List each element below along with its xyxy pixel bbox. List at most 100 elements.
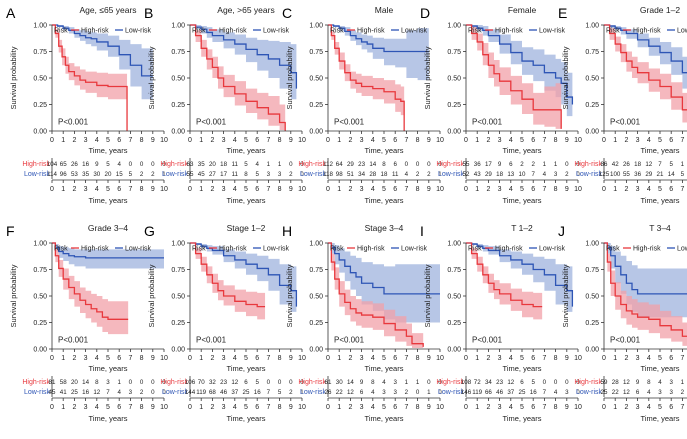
risk-table-row-label-low: Low-risk	[300, 171, 327, 178]
panel-letter: J	[558, 223, 565, 239]
y-tick-label: 0.75	[585, 49, 599, 56]
x-tick-label: 5	[658, 355, 662, 362]
km-panel-H: H Stage 3–40.000.250.500.751.000 1 2 3 4 5 6 7 8 9…	[282, 223, 444, 423]
risk-count-high: 6	[520, 379, 524, 386]
risk-count-high: 0	[438, 161, 442, 168]
risk-count-high: 4	[117, 161, 121, 168]
panel-title: Age, >65 years	[217, 5, 274, 15]
x-tick-label: 1	[199, 355, 203, 362]
km-curve-low-risk	[52, 24, 153, 77]
legend-label-high-risk: High-risk	[633, 246, 661, 253]
x-tick-label: 8	[554, 137, 558, 144]
risk-table-x-tick-label: 6	[531, 186, 535, 193]
x-tick-label: 10	[574, 137, 582, 144]
x-tick-label: 6	[393, 355, 397, 362]
risk-count-high: 6	[244, 379, 248, 386]
panel-letter: H	[282, 223, 292, 239]
y-tick-label: 0.00	[309, 347, 323, 354]
legend-label-low-risk: Low-risk	[539, 28, 566, 35]
ci-band-high-risk	[604, 243, 687, 346]
risk-table-row-label-high: High-risk	[22, 379, 50, 386]
risk-count-high: 108	[461, 379, 472, 386]
risk-count-high: 0	[278, 379, 282, 386]
km-curve-high-risk	[190, 24, 286, 131]
x-axis-label: Time, years	[641, 146, 680, 155]
risk-count-low: 43	[474, 171, 481, 178]
risk-table-x-tick-label: 0	[464, 404, 468, 411]
risk-table-x-tick-label: 5	[520, 404, 524, 411]
risk-table-x-axis-label: Time, years	[365, 414, 404, 423]
risk-table-x-axis-label: Time, years	[89, 196, 128, 205]
risk-table-x-tick-label: 0	[464, 186, 468, 193]
risk-count-low: 12	[623, 389, 630, 396]
x-tick-label: 3	[222, 137, 226, 144]
y-axis-label: Survival probability	[423, 46, 432, 109]
risk-table-x-tick-label: 7	[266, 186, 270, 193]
risk-count-low: 15	[116, 171, 123, 178]
risk-count-high: 4	[658, 379, 662, 386]
x-tick-label: 6	[117, 355, 121, 362]
risk-count-low: 1	[162, 171, 166, 178]
risk-table-x-tick-label: 5	[106, 186, 110, 193]
risk-count-low: 4	[554, 389, 558, 396]
risk-table-x-tick-label: 3	[636, 186, 640, 193]
km-curve-low-risk	[328, 242, 440, 295]
risk-count-high: 0	[565, 379, 569, 386]
legend-label-high-risk: High-risk	[633, 28, 661, 35]
risk-count-high: 35	[198, 161, 205, 168]
x-tick-label: 2	[624, 137, 628, 144]
ci-band-high-risk	[190, 25, 286, 131]
risk-table-x-tick-label: 8	[416, 404, 420, 411]
risk-count-low: 18	[496, 171, 503, 178]
risk-count-high: 12	[623, 379, 630, 386]
risk-count-high: 61	[325, 379, 332, 386]
risk-count-high: 2	[531, 161, 535, 168]
km-curve-low-risk	[466, 242, 574, 307]
risk-table-x-tick-label: 4	[95, 404, 99, 411]
x-tick-label: 5	[520, 355, 524, 362]
y-tick-label: 0.75	[309, 267, 323, 274]
risk-count-high: 14	[369, 161, 376, 168]
km-curve-high-risk	[52, 24, 128, 131]
km-panel-F: F Grade 3–40.000.250.500.751.000 1 2 3 4 5 6 7 8 9…	[6, 223, 168, 423]
y-tick-label: 1.00	[309, 23, 323, 30]
risk-table-row-label-high: High-risk	[298, 161, 326, 168]
risk-count-low: 0	[576, 171, 580, 178]
risk-count-high: 5	[255, 379, 259, 386]
risk-table-x-tick-label: 9	[427, 186, 431, 193]
panel-title: Age, ≤65 years	[79, 5, 136, 15]
risk-count-high: 0	[576, 379, 580, 386]
risk-table-x-tick-label: 0	[602, 404, 606, 411]
x-axis-label: Time, years	[503, 364, 542, 373]
risk-count-high: 36	[474, 161, 481, 168]
risk-count-high: 55	[463, 161, 470, 168]
p-value: P<0.001	[196, 336, 227, 345]
risk-table-x-axis-label: Time, years	[503, 414, 542, 423]
risk-count-high: 12	[645, 161, 652, 168]
risk-table-x-tick-label: 7	[404, 404, 408, 411]
risk-count-low: 25	[71, 389, 78, 396]
x-tick-label: 6	[117, 137, 121, 144]
risk-count-low: 12	[347, 389, 354, 396]
risk-count-high: 0	[416, 161, 420, 168]
y-tick-label: 0.50	[585, 294, 599, 301]
risk-count-low: 25	[243, 389, 250, 396]
risk-count-low: 3	[554, 171, 558, 178]
y-tick-label: 0.25	[585, 102, 599, 109]
risk-count-low: 100	[610, 171, 621, 178]
y-tick-label: 0.50	[447, 76, 461, 83]
risk-count-high: 32	[209, 379, 216, 386]
risk-table-x-tick-label: 10	[574, 186, 582, 193]
x-axis-label: Time, years	[89, 146, 128, 155]
x-axis-label: Time, years	[227, 364, 266, 373]
km-curve-high-risk	[466, 24, 562, 129]
x-tick-label: 6	[255, 137, 259, 144]
p-value: P<0.001	[334, 118, 365, 127]
risk-table-x-tick-label: 3	[360, 404, 364, 411]
risk-count-high: 64	[336, 161, 343, 168]
p-value: P<0.001	[610, 336, 641, 345]
panel-letter: I	[420, 223, 424, 239]
risk-count-high: 72	[474, 379, 481, 386]
x-tick-label: 9	[151, 137, 155, 144]
ci-band-low-risk	[52, 25, 153, 100]
